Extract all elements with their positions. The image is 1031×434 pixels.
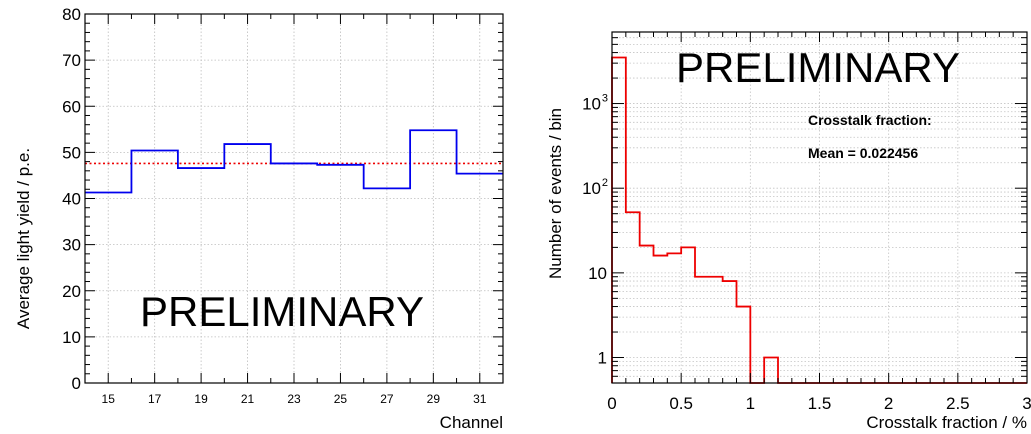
left-y-tick-label: 20	[62, 282, 81, 301]
left-x-tick-label: 31	[473, 392, 487, 406]
left-x-tick-label: 19	[194, 392, 208, 406]
right-y-tick-label: 1	[598, 349, 607, 368]
left-preliminary-watermark: PRELIMINARY	[140, 288, 424, 335]
left-y-tick-label: 30	[62, 236, 81, 255]
light-yield-chart: 0 10 20 30 40 50 60 70 80 15 17 19 21 23 25 27 29 31 Aver…	[14, 5, 504, 432]
right-ticks	[611, 31, 1028, 384]
left-y-tick-label: 0	[72, 374, 81, 393]
right-plot-frame	[611, 31, 1028, 384]
right-x-tick-label: 2	[884, 394, 893, 413]
left-plot-frame	[84, 13, 504, 384]
left-y-tick-label: 70	[62, 51, 81, 70]
right-preliminary-watermark: PRELIMINARY	[676, 44, 960, 91]
left-x-tick-label: 21	[241, 392, 255, 406]
right-y-tick-exponent: 3	[602, 93, 608, 105]
left-tick-labels: 0 10 20 30 40 50 60 70 80 15 17 19 21 23 25 27 29 31	[62, 5, 487, 406]
left-x-tick-label: 17	[148, 392, 162, 406]
left-x-tick-label: 29	[427, 392, 441, 406]
right-x-tick-label: 3	[1022, 394, 1031, 413]
left-x-tick-label: 23	[287, 392, 301, 406]
right-y-tick-label: 10	[588, 264, 607, 283]
left-y-tick-label: 50	[62, 143, 81, 162]
left-y-axis-title: Average light yield / p.e.	[14, 148, 33, 329]
left-series-group	[85, 129, 503, 194]
right-y-tick-label: 10	[582, 179, 601, 198]
left-y-tick-label: 40	[62, 190, 81, 209]
right-x-tick-label: 1	[746, 394, 755, 413]
right-x-tick-label: 1.5	[808, 394, 832, 413]
right-x-tick-label: 2.5	[946, 394, 970, 413]
crosstalk-annotation-mean: Mean = 0.022456	[808, 145, 918, 161]
right-y-tick-label: 10	[582, 95, 601, 114]
left-y-tick-label: 10	[62, 328, 81, 347]
right-x-tick-label: 0	[607, 394, 616, 413]
left-x-tick-label: 27	[380, 392, 394, 406]
left-y-tick-label: 80	[62, 5, 81, 24]
right-x-tick-label: 0.5	[669, 394, 693, 413]
left-x-tick-label: 25	[334, 392, 348, 406]
right-x-axis-title: Crosstalk fraction / %	[866, 413, 1027, 432]
right-y-axis-title: Number of events / bin	[546, 108, 565, 279]
light-yield-step-line	[85, 129, 503, 194]
right-y-tick-exponent: 2	[602, 177, 608, 189]
crosstalk-annotation-title: Crosstalk fraction:	[808, 112, 932, 128]
left-x-tick-label: 15	[102, 392, 116, 406]
left-y-tick-label: 60	[62, 97, 81, 116]
left-x-axis-title: Channel	[440, 413, 503, 432]
